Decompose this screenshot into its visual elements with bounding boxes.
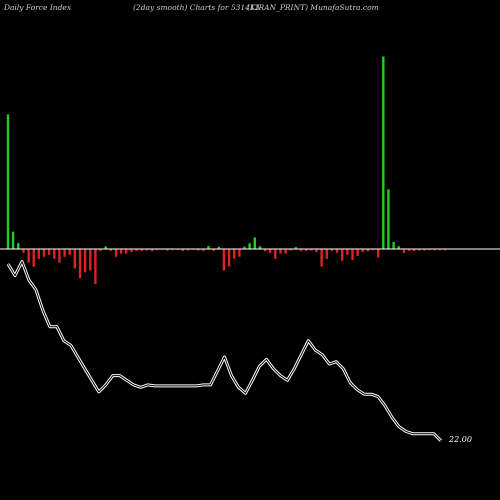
force-bar (119, 249, 123, 254)
force-bar (114, 249, 118, 257)
chart-title-middle: (2day smooth) Charts for 531413 (133, 3, 260, 12)
force-bar (155, 249, 159, 251)
force-bar (397, 246, 400, 249)
force-bar (330, 249, 334, 251)
force-bar (135, 249, 138, 251)
force-bar (6, 114, 10, 249)
force-bar (269, 249, 272, 253)
force-bar (37, 249, 40, 259)
force-bar (433, 249, 436, 251)
force-bar (418, 249, 421, 251)
force-bar (320, 249, 323, 267)
force-bar (413, 249, 416, 251)
force-bar (58, 249, 61, 263)
force-bar (99, 249, 102, 251)
force-bar (387, 189, 390, 249)
force-bar (392, 242, 395, 249)
force-bar (11, 231, 15, 249)
force-bar (238, 249, 241, 257)
force-index-bars (6, 56, 447, 285)
force-bar (150, 249, 154, 252)
price-line-core (7, 261, 442, 442)
force-bar (47, 249, 51, 255)
force-bar (166, 249, 169, 251)
force-bar (248, 243, 251, 249)
force-bar (253, 237, 256, 249)
force-bar (294, 247, 298, 249)
force-bar (377, 249, 380, 258)
force-bar (361, 249, 364, 253)
force-bar (423, 249, 426, 251)
force-bar (217, 246, 220, 249)
force-bar (366, 249, 370, 252)
force-bar (53, 249, 56, 259)
force-bar (305, 249, 308, 251)
force-bar (382, 56, 385, 249)
force-bar (83, 249, 87, 273)
force-bar (212, 249, 215, 251)
force-bar (63, 249, 66, 257)
force-bar (310, 249, 313, 251)
force-bar (289, 249, 292, 251)
force-bar (78, 249, 82, 279)
force-bar (130, 249, 133, 253)
force-bar (42, 249, 46, 257)
last-price-label: 22.00 (449, 435, 472, 444)
force-bar (145, 249, 148, 251)
price-line (6, 260, 443, 442)
force-bar (428, 249, 431, 251)
force-bar (341, 249, 344, 261)
force-bar (22, 249, 25, 253)
force-bar (207, 245, 210, 249)
chart-title-right: (KIRAN_PRINT) MunafaSutra.com (247, 3, 379, 12)
force-bar (140, 249, 143, 251)
force-bar (202, 249, 205, 251)
force-bar (356, 249, 359, 256)
force-bar (243, 246, 246, 249)
force-bar (299, 249, 303, 252)
force-bar (68, 249, 71, 255)
force-bar (263, 249, 267, 252)
force-bar (227, 249, 231, 267)
force-bar (94, 249, 97, 285)
force-bar (402, 249, 406, 253)
force-bar (27, 249, 30, 263)
force-bar (104, 246, 107, 249)
force-bar (171, 249, 174, 251)
force-bar (32, 249, 35, 267)
force-bar (279, 249, 282, 254)
force-bar (258, 246, 262, 249)
force-bar (443, 249, 447, 251)
force-bar (186, 249, 190, 251)
force-bar (89, 249, 92, 271)
force-bar (284, 249, 287, 254)
force-bar (109, 249, 112, 251)
force-bar (346, 249, 349, 255)
force-bar (233, 249, 236, 259)
force-bar (351, 249, 354, 260)
chart-title-left: Daily Force Index (4, 3, 72, 12)
force-bar (371, 249, 375, 251)
force-bar (17, 243, 20, 249)
force-bar (407, 249, 411, 251)
force-bar (438, 249, 442, 251)
force-bar (181, 249, 184, 251)
force-bar (197, 249, 200, 251)
force-bar (125, 249, 128, 254)
force-bar (335, 249, 339, 253)
force-bar (315, 249, 318, 253)
force-bar (73, 249, 76, 269)
force-bar (325, 249, 328, 259)
force-bar (222, 249, 226, 271)
price-series (6, 260, 443, 442)
force-bar (274, 249, 277, 259)
